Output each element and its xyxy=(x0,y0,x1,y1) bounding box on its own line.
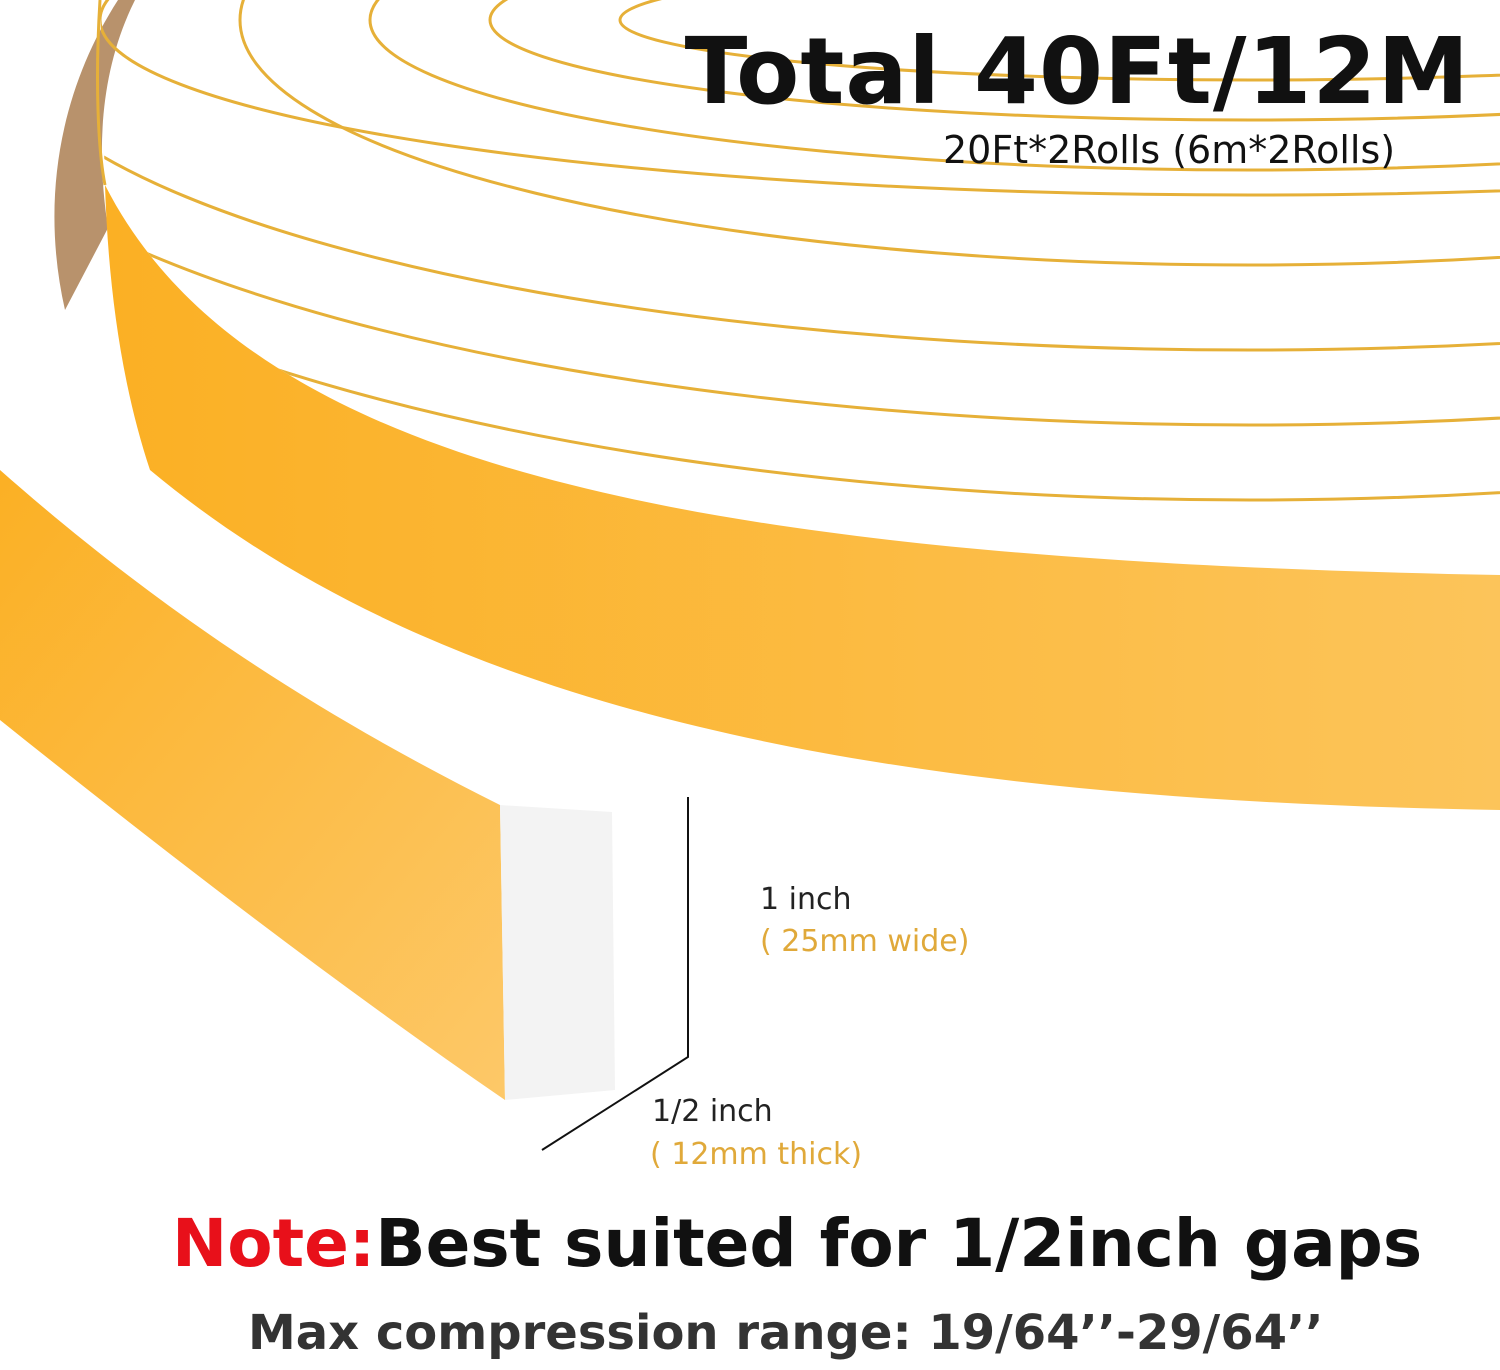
title: Total 40Ft/12M xyxy=(684,18,1470,125)
thickness-metric-label: ( 12mm thick) xyxy=(650,1137,863,1172)
adhesive-lines xyxy=(100,0,1500,502)
strip-side xyxy=(0,470,505,1100)
strip-end xyxy=(500,805,615,1100)
compression-range: Max compression range: 19/64’’-29/64’’ xyxy=(248,1305,1324,1361)
note-label: Note: xyxy=(172,1205,376,1282)
note: Note:Best suited for 1/2inch gaps xyxy=(172,1205,1422,1282)
roll-side xyxy=(105,185,1500,810)
note-text: Best suited for 1/2inch gaps xyxy=(375,1205,1423,1282)
subtitle: 20Ft*2Rolls (6m*2Rolls) xyxy=(943,128,1396,172)
width-label: 1 inch xyxy=(760,882,852,917)
thickness-label: 1/2 inch xyxy=(652,1094,773,1129)
dimension-line xyxy=(541,797,689,1151)
backing-paper xyxy=(54,0,135,310)
width-metric-label: ( 25mm wide) xyxy=(760,924,970,959)
